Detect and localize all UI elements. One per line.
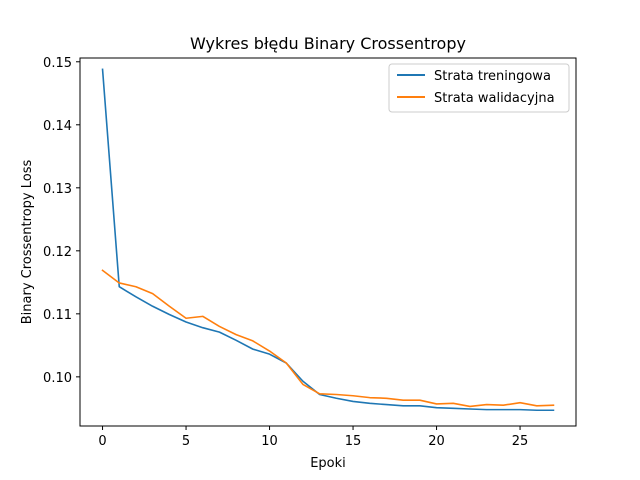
series-line-1 bbox=[101, 269, 555, 408]
y-tick-label: 0.14 bbox=[43, 119, 72, 134]
legend-label-training: Strata treningowa bbox=[434, 69, 551, 84]
x-axis: 0 5 10 15 20 25 bbox=[98, 426, 528, 449]
plot-area-frame bbox=[79, 57, 577, 427]
legend-frame bbox=[388, 63, 570, 113]
y-tick-label: 0.13 bbox=[43, 182, 72, 197]
x-tick-label: 0 bbox=[98, 434, 106, 449]
x-tick-label: 25 bbox=[512, 434, 529, 449]
legend-label-validation: Strata walidacyjna bbox=[434, 91, 555, 106]
series-layer bbox=[101, 68, 555, 412]
y-tick-label: 0.12 bbox=[43, 245, 72, 260]
x-tick-label: 15 bbox=[345, 434, 362, 449]
series-line-0 bbox=[101, 68, 555, 412]
x-tick-label: 5 bbox=[182, 434, 190, 449]
x-axis-label: Epoki bbox=[310, 456, 346, 471]
y-tick-label: 0.11 bbox=[43, 308, 72, 323]
legend: Strata treningowa Strata walidacyjna bbox=[388, 63, 570, 113]
y-axis: 0.10 0.11 0.12 0.13 0.14 0.15 bbox=[43, 56, 80, 386]
y-axis-label: Binary Crossentropy Loss bbox=[20, 160, 35, 325]
y-tick-label: 0.10 bbox=[43, 371, 72, 386]
x-tick-label: 20 bbox=[428, 434, 445, 449]
x-tick-label: 10 bbox=[261, 434, 278, 449]
y-tick-label: 0.15 bbox=[43, 56, 72, 71]
chart-title: Wykres błędu Binary Crossentropy bbox=[190, 34, 466, 53]
